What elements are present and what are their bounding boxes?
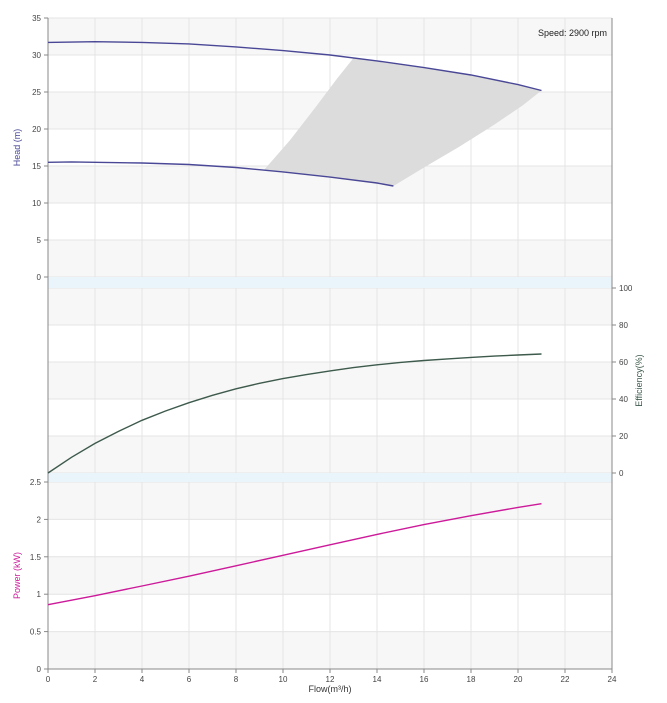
power-tick-label: 2 xyxy=(37,515,42,524)
x-tick-label: 10 xyxy=(279,675,288,684)
x-axis-title: Flow(m³/h) xyxy=(309,684,352,694)
operating-region xyxy=(264,57,542,186)
x-tick-label: 24 xyxy=(608,675,617,684)
power-tick-label: 2.5 xyxy=(30,478,42,487)
x-tick-label: 18 xyxy=(467,675,476,684)
efficiency-axis-title: Efficiency(%) xyxy=(634,354,644,406)
head-curve-max xyxy=(47,40,542,92)
x-tick-label: 12 xyxy=(326,675,335,684)
x-tick-label: 22 xyxy=(561,675,570,684)
head-tick-label: 20 xyxy=(32,125,41,134)
head-tick-label: 35 xyxy=(32,14,41,23)
x-tick-label: 14 xyxy=(373,675,382,684)
efficiency-tick-label: 0 xyxy=(619,469,624,478)
x-tick-label: 2 xyxy=(93,675,98,684)
head-tick-label: 15 xyxy=(32,162,41,171)
head-curve-min xyxy=(47,161,394,187)
power-tick-label: 1.5 xyxy=(30,553,42,562)
x-tick-label: 4 xyxy=(140,675,145,684)
x-tick-label: 16 xyxy=(420,675,429,684)
efficiency-tick-label: 80 xyxy=(619,321,628,330)
power-tick-label: 0.5 xyxy=(30,628,42,637)
head-tick-label: 5 xyxy=(37,236,42,245)
head-tick-label: 0 xyxy=(37,273,42,282)
x-tick-label: 6 xyxy=(187,675,192,684)
power-curve xyxy=(47,503,542,606)
power-axis-title: Power (kW) xyxy=(12,552,22,599)
head-axis-title: Head (m) xyxy=(12,129,22,167)
efficiency-tick-label: 100 xyxy=(619,284,633,293)
head-tick-label: 30 xyxy=(32,51,41,60)
efficiency-tick-label: 40 xyxy=(619,395,628,404)
power-tick-label: 0 xyxy=(37,665,42,674)
speed-annotation: Speed: 2900 rpm xyxy=(538,28,607,38)
head-tick-label: 10 xyxy=(32,199,41,208)
efficiency-curve xyxy=(47,353,542,474)
head-tick-label: 25 xyxy=(32,88,41,97)
efficiency-tick-label: 20 xyxy=(619,432,628,441)
power-tick-label: 1 xyxy=(37,590,42,599)
separator-band xyxy=(48,277,612,288)
separator-band xyxy=(48,473,612,482)
efficiency-tick-label: 60 xyxy=(619,358,628,367)
x-tick-label: 8 xyxy=(234,675,239,684)
x-tick-label: 20 xyxy=(514,675,523,684)
x-tick-label: 0 xyxy=(46,675,51,684)
